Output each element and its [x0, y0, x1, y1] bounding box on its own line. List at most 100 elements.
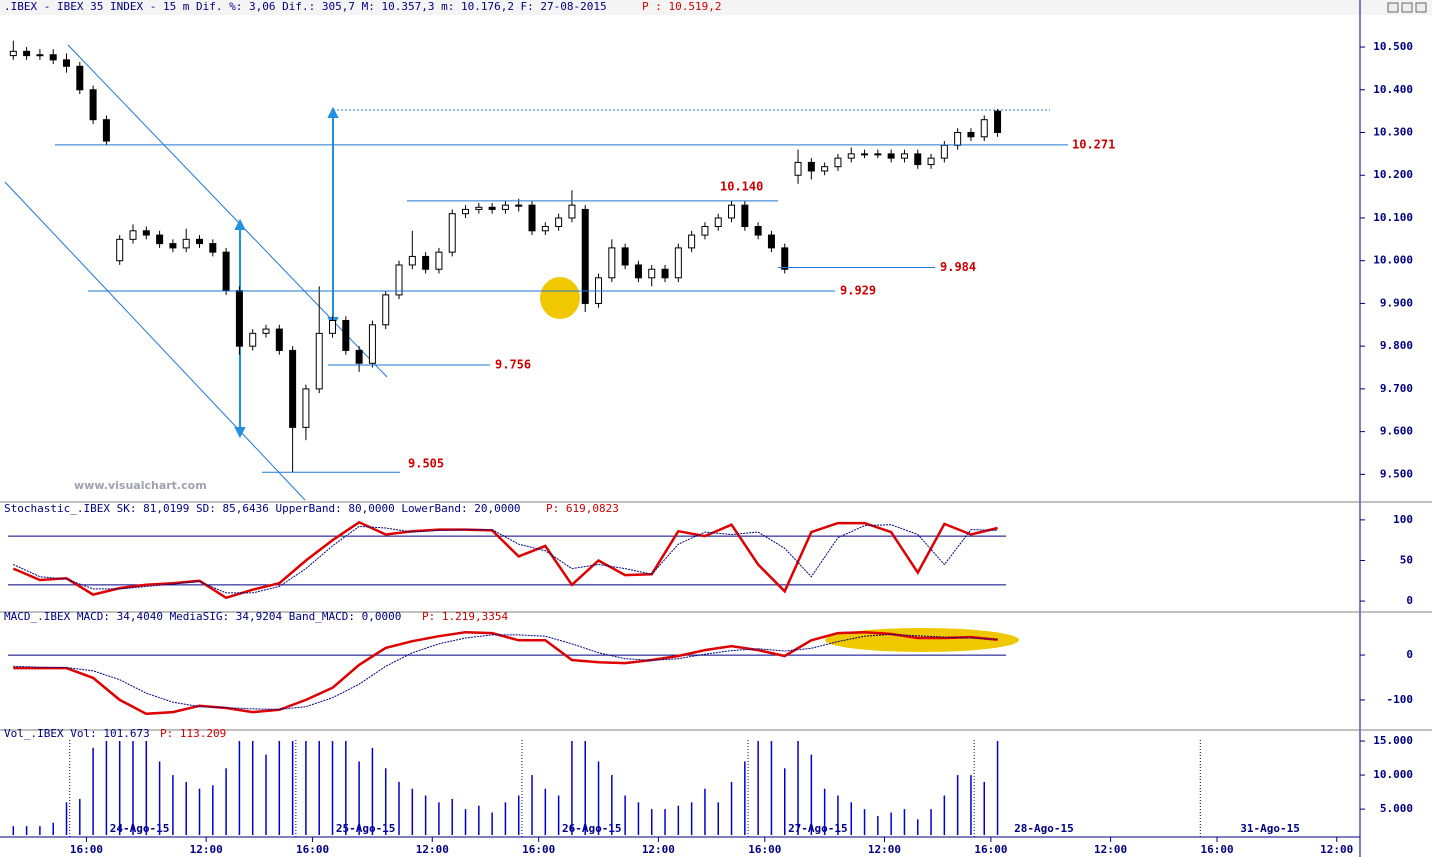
candle-body	[76, 65, 84, 91]
candle-body	[834, 157, 842, 168]
y-tick-label: 10.400	[1373, 83, 1413, 96]
candle-body	[967, 132, 975, 138]
candle-body	[940, 144, 948, 159]
level-label: 9.984	[940, 260, 976, 274]
candle-body	[900, 153, 908, 159]
candle-body	[528, 204, 536, 232]
button[interactable]	[1387, 2, 1399, 13]
y-tick-label: 50	[1400, 553, 1413, 566]
candle-body	[9, 50, 17, 57]
candle-body	[182, 238, 190, 249]
level-label: 10.140	[720, 179, 763, 193]
vol-header-p: P: 113.209	[160, 727, 226, 740]
candle-body	[462, 208, 470, 215]
series-line	[12, 520, 998, 600]
vol-header: Vol_.IBEX Vol: 101.673	[4, 727, 150, 740]
candle-body	[767, 234, 775, 249]
candle-body	[980, 119, 988, 138]
date-label: 24-Ago-15	[110, 822, 170, 835]
highlight-circle	[540, 277, 580, 319]
candle-body	[555, 217, 563, 228]
y-tick-label: 100	[1393, 513, 1413, 526]
y-tick-label: -100	[1387, 693, 1414, 706]
candle-body	[807, 161, 815, 172]
candle-body	[874, 153, 882, 156]
y-tick-label: 9.900	[1380, 296, 1413, 309]
x-tick-label: 12:00	[868, 843, 901, 856]
y-tick-label: 10.300	[1373, 126, 1413, 139]
candle-body	[395, 264, 403, 296]
y-tick-label: 10.100	[1373, 211, 1413, 224]
price-header-p: P : 10.519,2	[642, 0, 721, 13]
candle-body	[541, 226, 549, 232]
window-buttons[interactable]	[1387, 2, 1427, 13]
stoch-header-p: P: 619,0823	[546, 502, 619, 515]
macd-header-p: P: 1.219,3354	[422, 610, 508, 623]
candle-body	[794, 161, 802, 176]
candle-body	[994, 110, 1002, 134]
level-label: 9.756	[495, 357, 531, 371]
y-tick-label: 10.000	[1373, 768, 1413, 781]
candle-body	[49, 54, 57, 61]
series-line	[13, 524, 998, 594]
candle-body	[249, 332, 257, 347]
x-tick-label: 16:00	[748, 843, 781, 856]
candle-body	[648, 268, 656, 279]
candle-body	[222, 251, 230, 292]
button[interactable]	[1415, 2, 1427, 13]
candle-body	[861, 153, 869, 156]
candle-body	[914, 153, 922, 166]
candle-body	[568, 204, 576, 219]
candle-body	[342, 320, 350, 351]
button[interactable]	[1401, 2, 1413, 13]
x-tick-label: 16:00	[522, 843, 555, 856]
candle-body	[581, 208, 589, 304]
x-tick-label: 16:00	[1200, 843, 1233, 856]
candle-body	[634, 264, 642, 279]
candle-body	[515, 204, 523, 207]
candle-body	[674, 247, 682, 279]
candle-body	[196, 238, 204, 245]
candle-body	[927, 157, 935, 166]
macd-header: MACD_.IBEX MACD: 34,4040 MediaSIG: 34,92…	[4, 610, 401, 623]
candle-body	[89, 89, 97, 121]
candle-body	[422, 255, 430, 270]
candle-body	[169, 243, 177, 249]
candle-body	[36, 54, 44, 57]
candle-body	[102, 119, 110, 142]
candle-body	[954, 132, 962, 146]
candle-body	[701, 226, 709, 236]
candle-body	[23, 50, 31, 57]
measure-arrows	[234, 106, 339, 439]
candle-body	[435, 251, 443, 270]
stoch-header: Stochastic_.IBEX SK: 81,0199 SD: 85,6436…	[4, 502, 521, 515]
x-tick-label: 12:00	[416, 843, 449, 856]
x-tick-label: 16:00	[974, 843, 1007, 856]
x-tick-label: 12:00	[190, 843, 223, 856]
price-header: .IBEX - IBEX 35 INDEX - 15 m Dif. %: 3,0…	[4, 0, 607, 13]
y-tick-label: 9.800	[1380, 339, 1413, 352]
x-tick-label: 12:00	[1320, 843, 1353, 856]
candle-body	[368, 324, 376, 364]
date-label: 28-Ago-15	[1014, 822, 1074, 835]
candle-body	[781, 247, 789, 270]
candle-body	[315, 332, 323, 390]
candle-body	[488, 206, 496, 210]
y-tick-label: 10.500	[1373, 40, 1413, 53]
date-label: 27-Ago-15	[788, 822, 848, 835]
header-bar	[0, 0, 1432, 15]
candle-body	[262, 328, 270, 334]
candle-body	[129, 230, 137, 240]
y-tick-label: 15.000	[1373, 734, 1413, 747]
y-tick-label: 0	[1406, 594, 1413, 607]
candle-body	[408, 255, 416, 266]
candle-body	[289, 349, 297, 428]
date-label: 26-Ago-15	[562, 822, 622, 835]
candle-body	[156, 234, 164, 245]
candle-body	[235, 290, 243, 347]
candle-body	[754, 226, 762, 236]
candle-body	[821, 166, 829, 172]
x-tick-label: 16:00	[296, 843, 329, 856]
candle-body	[728, 204, 736, 219]
y-tick-label: 9.500	[1380, 467, 1413, 480]
